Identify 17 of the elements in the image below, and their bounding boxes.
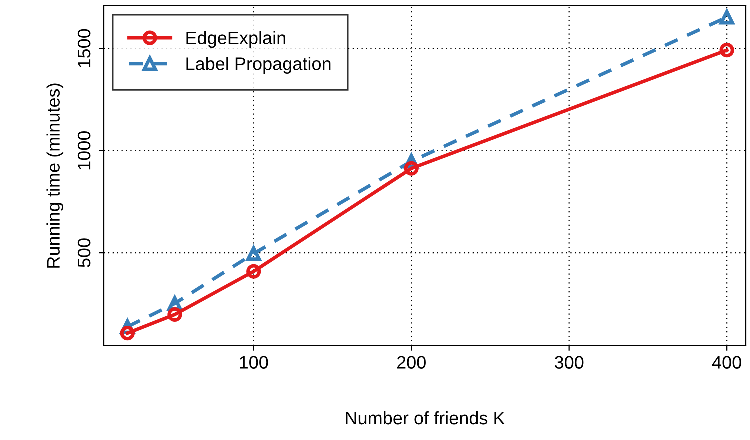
x-tick-label: 100: [240, 356, 268, 369]
x-tick-label: 200: [397, 356, 426, 369]
y-tick-label: 1500: [78, 29, 91, 68]
point: [168, 307, 182, 322]
y-axis-title: Running time (minutes): [46, 84, 64, 268]
point: [120, 326, 135, 341]
point: [404, 161, 419, 176]
x-axis-title: Number of friends K: [346, 411, 506, 425]
point: [246, 264, 262, 279]
point: [720, 43, 734, 58]
x-tick-label: 400: [712, 356, 742, 369]
legend-label: Label Propagation: [186, 57, 331, 74]
y-tick-label: 1000: [78, 131, 91, 170]
x-tick-label: 300: [554, 356, 584, 369]
legend-label: EdgeExplain: [186, 31, 286, 48]
y-tick-label: 500: [78, 238, 91, 268]
point: [720, 10, 734, 25]
